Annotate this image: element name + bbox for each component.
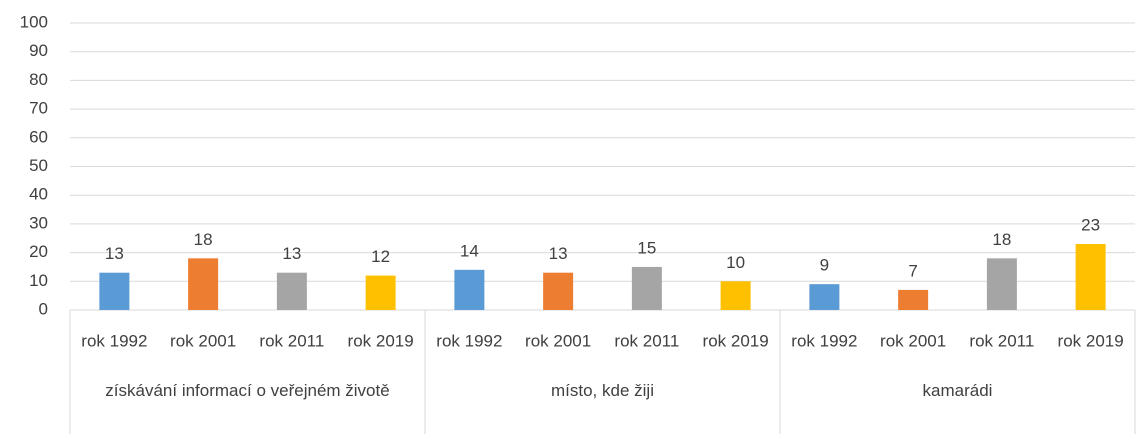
bar	[1075, 243, 1106, 310]
y-tick-label: 40	[29, 185, 48, 204]
x-tick-label: rok 2019	[1058, 331, 1124, 350]
value-label: 18	[194, 230, 213, 249]
value-label: 10	[726, 253, 745, 272]
x-tick-label: rok 2019	[348, 331, 414, 350]
x-tick-label: rok 2011	[969, 331, 1034, 350]
value-label: 7	[908, 261, 917, 280]
bar	[454, 269, 485, 310]
x-tick-label: rok 2011	[614, 331, 679, 350]
bar	[631, 266, 662, 310]
bar	[188, 258, 219, 310]
y-tick-label: 0	[39, 299, 48, 318]
value-label: 13	[282, 244, 301, 263]
bar	[720, 281, 751, 310]
y-tick-label: 100	[20, 12, 48, 31]
x-tick-label: rok 1992	[791, 331, 857, 350]
value-label: 14	[460, 241, 479, 260]
value-label: 15	[637, 238, 656, 257]
x-tick-label: rok 1992	[436, 331, 502, 350]
group-label: získávání informací o veřejném životě	[105, 381, 390, 400]
y-tick-label: 80	[29, 70, 48, 89]
x-tick-label: rok 1992	[81, 331, 147, 350]
x-tick-label: rok 2001	[880, 331, 946, 350]
bar	[365, 275, 396, 310]
value-label: 18	[992, 230, 1011, 249]
group-label: místo, kde žiji	[551, 381, 654, 400]
group-label: kamarádi	[922, 381, 993, 400]
bar	[809, 284, 840, 310]
y-tick-label: 70	[29, 99, 48, 118]
y-tick-label: 60	[29, 127, 48, 146]
y-tick-label: 90	[29, 41, 48, 60]
y-tick-label: 10	[29, 271, 48, 290]
value-label: 12	[371, 247, 390, 266]
value-label: 13	[105, 244, 124, 263]
bar	[986, 258, 1017, 310]
bar	[276, 272, 307, 310]
bar	[543, 272, 574, 310]
bar	[99, 272, 130, 310]
y-tick-label: 20	[29, 242, 48, 261]
x-tick-label: rok 2001	[525, 331, 591, 350]
x-tick-label: rok 2011	[259, 331, 324, 350]
x-tick-label: rok 2019	[703, 331, 769, 350]
value-label: 13	[549, 244, 568, 263]
y-tick-label: 50	[29, 156, 48, 175]
y-tick-label: 30	[29, 213, 48, 232]
value-label: 23	[1081, 215, 1100, 234]
value-label: 9	[820, 256, 829, 275]
bar	[898, 289, 929, 310]
x-tick-label: rok 2001	[170, 331, 236, 350]
